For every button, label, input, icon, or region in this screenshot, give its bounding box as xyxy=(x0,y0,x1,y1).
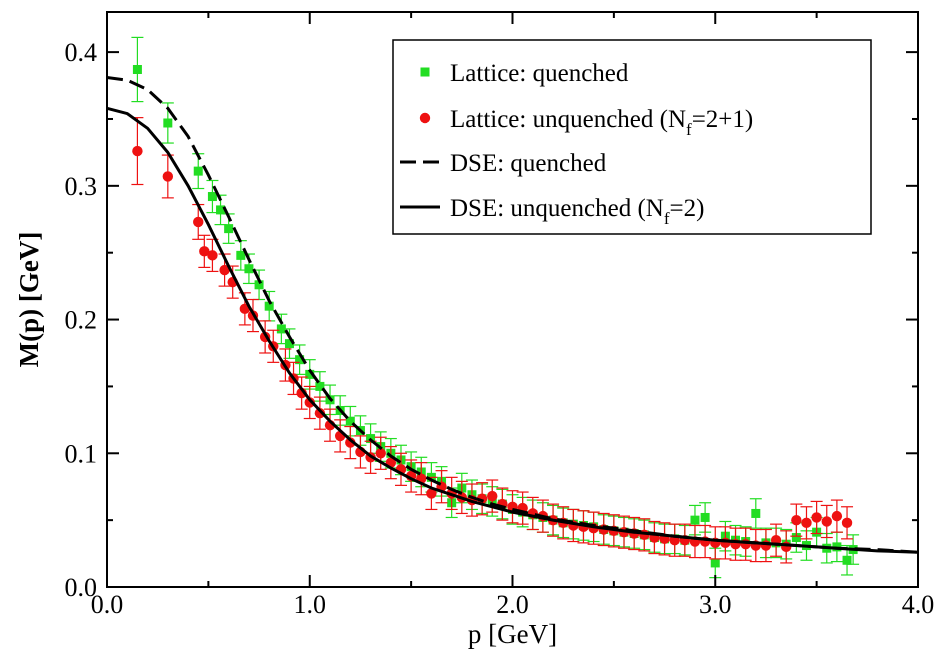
data-layer xyxy=(106,36,919,579)
data-point-square xyxy=(284,339,294,349)
data-point-square xyxy=(163,118,173,128)
data-point-square xyxy=(264,301,274,311)
data-point-circle xyxy=(375,448,386,459)
data-point-square xyxy=(244,264,254,274)
x-tick-label: 1.0 xyxy=(294,590,327,619)
legend-marker-circle xyxy=(419,112,431,124)
data-point-square xyxy=(700,512,710,522)
legend-marker-square xyxy=(420,67,430,77)
data-point-circle xyxy=(841,517,853,529)
data-point-square xyxy=(791,533,801,543)
legend-entry-2: DSE: quenched xyxy=(450,150,607,177)
data-point-square xyxy=(224,224,234,234)
data-point-square xyxy=(276,324,286,334)
y-tick-label: 0.4 xyxy=(65,38,98,67)
data-point-circle xyxy=(162,171,174,182)
data-point-circle xyxy=(487,490,498,502)
y-tick-label: 0.3 xyxy=(65,172,98,201)
data-point-circle xyxy=(426,488,437,499)
data-point-square xyxy=(842,555,852,565)
data-point-circle xyxy=(345,437,356,448)
data-point-square xyxy=(305,369,315,379)
data-point-circle xyxy=(821,516,832,527)
series-3 xyxy=(106,106,919,554)
data-point-square xyxy=(710,558,720,568)
data-point-circle xyxy=(193,216,204,228)
data-point-circle xyxy=(207,250,218,261)
data-point-square xyxy=(216,205,226,215)
legend-entry-1: Lattice: unquenched (Nf=2+1) xyxy=(450,106,753,139)
axes-layer: 0.0 1.0 2.0 3.0 4.0 0.0 0.1 0.2 0.3 0.4 xyxy=(65,12,935,619)
dse-quenched-curve xyxy=(106,76,919,554)
x-tick-label: 4.0 xyxy=(902,590,935,619)
series-2 xyxy=(106,76,919,554)
data-point-square xyxy=(236,250,246,260)
data-point-square xyxy=(315,381,325,391)
x-tick-label: 0.0 xyxy=(91,590,124,619)
legend-entry-0: Lattice: quenched xyxy=(450,60,629,87)
data-point-square xyxy=(193,166,203,176)
legend: Lattice: quenched Lattice: unquenched (Nf… xyxy=(392,39,872,235)
data-point-circle xyxy=(801,517,812,529)
y-tick-label: 0.1 xyxy=(65,439,98,468)
legend-box xyxy=(392,39,872,235)
legend-entry-3: DSE: unquenched (Nf=2) xyxy=(450,195,704,228)
data-point-circle xyxy=(199,246,210,257)
data-point-square xyxy=(690,515,700,525)
x-axis-label: p [GeV] xyxy=(468,619,557,649)
data-point-circle xyxy=(132,145,143,157)
y-tick-label: 0.0 xyxy=(65,573,98,602)
data-point-circle xyxy=(314,407,326,419)
data-point-circle xyxy=(831,510,843,522)
data-point-square xyxy=(345,416,355,426)
data-point-square xyxy=(254,280,264,290)
data-point-square xyxy=(207,192,217,202)
data-point-square xyxy=(751,508,761,518)
data-point-circle xyxy=(304,397,315,408)
y-axis-label: M(p) [GeV] xyxy=(14,232,44,368)
data-point-square xyxy=(295,355,305,365)
x-tick-label: 2.0 xyxy=(496,590,529,619)
data-point-circle xyxy=(219,264,230,276)
data-point-circle xyxy=(811,512,822,523)
data-point-square xyxy=(132,65,142,74)
y-tick-label: 0.2 xyxy=(65,306,98,335)
x-tick-label: 3.0 xyxy=(699,590,732,619)
data-point-circle xyxy=(791,514,802,526)
dse-unquenched-curve xyxy=(106,106,919,554)
